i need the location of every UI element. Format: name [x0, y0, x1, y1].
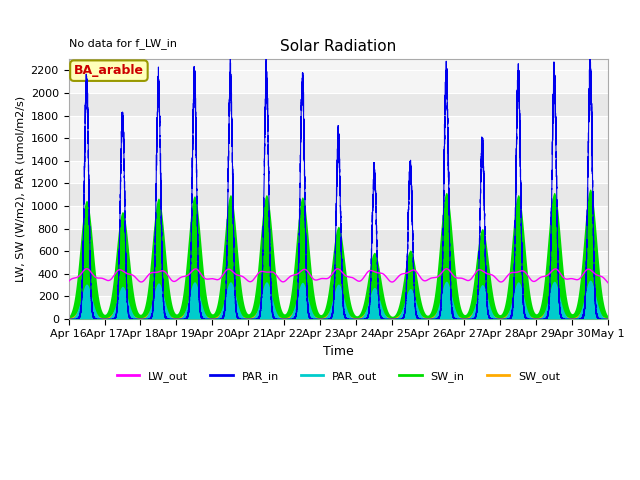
- Bar: [68, 297, 608, 319]
- Bar: [68, 206, 608, 228]
- Bar: [68, 116, 608, 138]
- Bar: [68, 228, 608, 251]
- Bar: [68, 183, 608, 206]
- Bar: [68, 70, 608, 93]
- Title: Solar Radiation: Solar Radiation: [280, 38, 397, 54]
- Bar: [68, 161, 608, 183]
- Text: No data for f_LW_in: No data for f_LW_in: [68, 38, 177, 49]
- Bar: [68, 274, 608, 297]
- Bar: [68, 138, 608, 161]
- Y-axis label: LW, SW (W/m2), PAR (umol/m2/s): LW, SW (W/m2), PAR (umol/m2/s): [15, 96, 25, 282]
- Bar: [68, 251, 608, 274]
- Legend: LW_out, PAR_in, PAR_out, SW_in, SW_out: LW_out, PAR_in, PAR_out, SW_in, SW_out: [113, 367, 564, 386]
- Bar: [68, 93, 608, 116]
- X-axis label: Time: Time: [323, 345, 354, 358]
- Text: BA_arable: BA_arable: [74, 64, 144, 77]
